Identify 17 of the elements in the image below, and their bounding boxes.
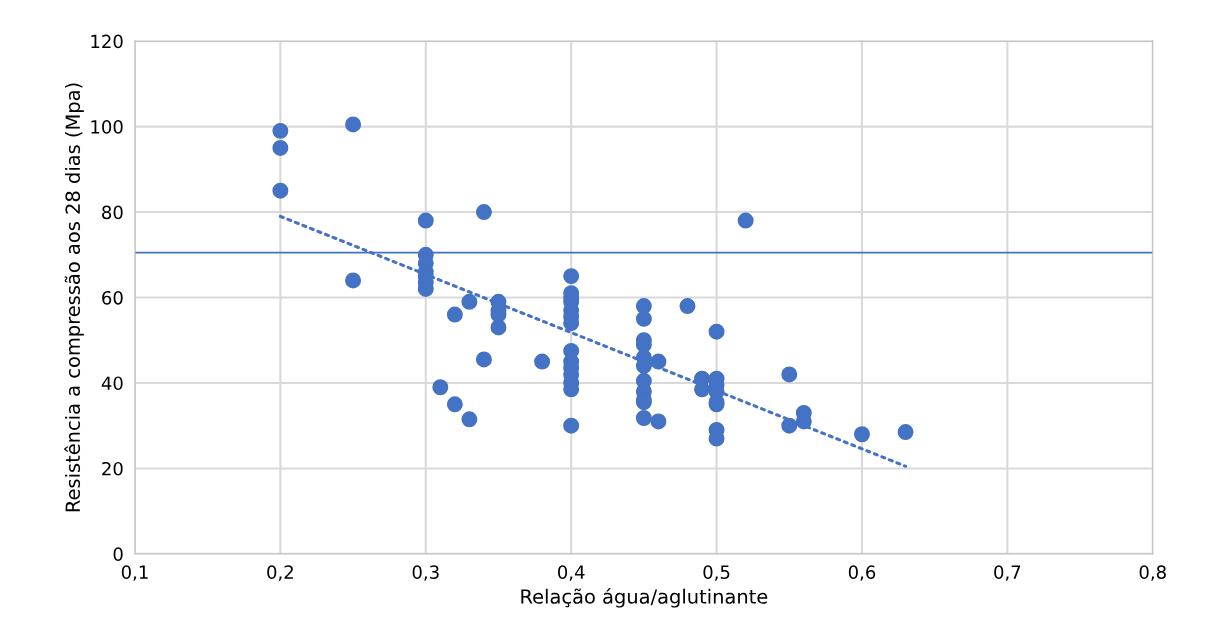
x-tick-label: 0,6 <box>848 565 876 581</box>
x-tick-label: 0,8 <box>1139 565 1166 581</box>
y-tick-label: 120 <box>91 34 123 49</box>
y-tick-label: 40 <box>101 376 123 391</box>
x-tick-label: 0,3 <box>412 565 439 581</box>
x-tick-label: 0,4 <box>558 565 585 581</box>
y-tick-label: 100 <box>91 120 123 134</box>
x-tick-label: 0,7 <box>994 565 1021 581</box>
y-axis-title: Resistência a compressão aos 28 dias (Mpa) <box>64 83 84 512</box>
x-tick-label: 0,2 <box>267 565 293 581</box>
y-tick-label: 0 <box>113 547 123 561</box>
y-tick-label: 60 <box>102 290 123 305</box>
y-tick-label: 80 <box>102 205 123 220</box>
y-tick-label: 20 <box>102 461 123 476</box>
x-axis-title: Relação água/aglutinante <box>521 588 768 608</box>
x-tick-label: 0,5 <box>703 565 730 581</box>
x-tick-label: 0,1 <box>121 565 148 581</box>
